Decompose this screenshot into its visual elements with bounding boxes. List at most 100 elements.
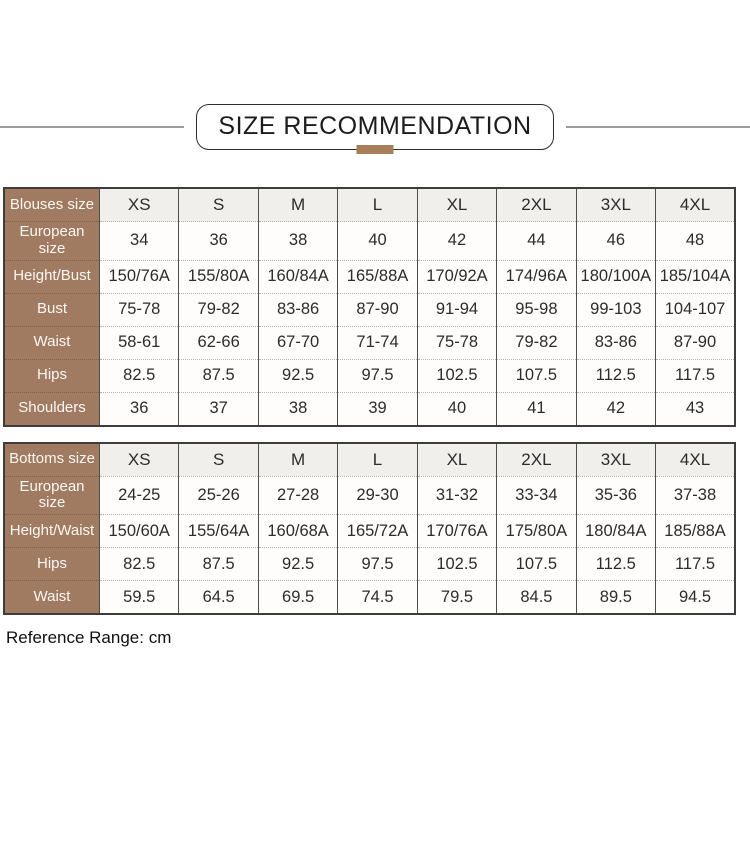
table-cell: S: [178, 188, 259, 222]
table-cell: 24-25: [98, 475, 179, 515]
table-cell: 92.5: [257, 547, 338, 581]
table-cell: 112.5: [575, 358, 656, 393]
table-cell: 175/80A: [496, 514, 577, 548]
table-cell: 42: [575, 391, 656, 426]
table-cell: 3XL: [575, 188, 656, 222]
table-cell: 33-34: [496, 475, 577, 515]
row-label: European size: [4, 475, 100, 515]
table-cell: 59.5: [98, 580, 179, 615]
table-row: Waist 58-61 62-66 67-70 71-74 75-78 79-82 83-86…: [4, 325, 735, 360]
table-cell: XL: [416, 442, 497, 477]
table-cell: 87-90: [337, 292, 418, 327]
table-cell: 174/96A: [496, 259, 577, 294]
table-cell: 155/64A: [178, 514, 259, 548]
table-cell: 40: [416, 391, 497, 426]
table-cell: 75-78: [98, 292, 179, 327]
table-cell: 102.5: [416, 358, 497, 393]
table-cell: 38: [257, 391, 338, 426]
table-cell: 84.5: [496, 580, 577, 615]
table-cell: M: [257, 442, 338, 477]
table-cell: L: [337, 442, 418, 477]
table-cell: 34: [98, 221, 179, 261]
table-cell: 87.5: [178, 547, 259, 581]
table-cell: 40: [337, 221, 418, 261]
table-row: Bottoms size XS S M L XL 2XL 3XL 4XL: [4, 442, 735, 477]
size-tables: Blouses size XS S M L XL 2XL 3XL 4XL European siz…: [3, 187, 750, 616]
table-cell: 64.5: [178, 580, 259, 615]
table-cell: 87.5: [178, 358, 259, 393]
divider-line-right: [565, 126, 750, 128]
table-cell: 71-74: [337, 325, 418, 360]
table-cell: 3XL: [575, 442, 656, 477]
table-cell: 97.5: [337, 547, 418, 581]
table-cell: 107.5: [496, 547, 577, 581]
blouses-size-table: Blouses size XS S M L XL 2XL 3XL 4XL European siz…: [3, 187, 736, 427]
table-cell: 94.5: [655, 580, 735, 615]
table-cell: 150/76A: [98, 259, 179, 294]
reference-range-note: Reference Range: cm: [6, 628, 172, 648]
bottoms-size-table: Bottoms size XS S M L XL 2XL 3XL 4XL European siz…: [3, 441, 736, 616]
row-label: Hips: [4, 358, 100, 393]
table-row: Waist 59.5 64.5 69.5 74.5 79.5 84.5 89.5 94.5: [4, 580, 735, 615]
table-cell: 155/80A: [178, 259, 259, 294]
row-label: Height/Waist: [4, 514, 100, 548]
table-row: Hips 82.5 87.5 92.5 97.5 102.5 107.5 112.5 117.5: [4, 547, 735, 581]
table-cell: 91-94: [416, 292, 497, 327]
table-cell: 69.5: [257, 580, 338, 615]
table-cell: 58-61: [98, 325, 179, 360]
page-title: SIZE RECOMMENDATION: [218, 112, 532, 140]
row-label: Height/Bust: [4, 259, 100, 294]
table-cell: 36: [178, 221, 259, 261]
table-cell: XL: [416, 188, 497, 222]
table-cell: 43: [655, 391, 735, 426]
page-title-box: SIZE RECOMMENDATION: [196, 104, 554, 154]
table-cell: 87-90: [655, 325, 735, 360]
table-row: European size 34 36 38 40 42 44 46 48: [4, 221, 735, 261]
table-cell: 180/84A: [575, 514, 656, 548]
table-cell: 35-36: [575, 475, 656, 515]
table-row: European size 24-25 25-26 27-28 29-30 31-32 33…: [4, 475, 735, 515]
table-cell: 27-28: [257, 475, 338, 515]
table-cell: 180/100A: [575, 259, 656, 294]
table-cell: 79-82: [178, 292, 259, 327]
row-label: Waist: [4, 325, 100, 360]
table-row: Hips 82.5 87.5 92.5 97.5 102.5 107.5 112.5 117.5: [4, 358, 735, 393]
table-cell: 160/84A: [257, 259, 338, 294]
table-cell: 2XL: [496, 442, 577, 477]
table-cell: 82.5: [98, 358, 179, 393]
table-cell: 37: [178, 391, 259, 426]
row-label: Hips: [4, 547, 100, 581]
table-cell: 4XL: [655, 442, 735, 477]
title-accent-bar: [356, 145, 394, 154]
table-row: Height/Bust 150/76A 155/80A 160/84A 165/88A 1…: [4, 259, 735, 294]
table-cell: 117.5: [655, 358, 735, 393]
table-cell: 104-107: [655, 292, 735, 327]
table-cell: 75-78: [416, 325, 497, 360]
table-cell: 2XL: [496, 188, 577, 222]
table-cell: 170/92A: [416, 259, 497, 294]
table-cell: 165/88A: [337, 259, 418, 294]
table-cell: 25-26: [178, 475, 259, 515]
table-cell: 36: [98, 391, 179, 426]
table-row: Bust 75-78 79-82 83-86 87-90 91-94 95-98 99-103…: [4, 292, 735, 327]
table-cell: XS: [98, 442, 179, 477]
row-label: Blouses size: [4, 188, 100, 222]
table-cell: 46: [575, 221, 656, 261]
row-label: European size: [4, 221, 100, 261]
table-cell: 92.5: [257, 358, 338, 393]
table-cell: 79-82: [496, 325, 577, 360]
table-cell: 97.5: [337, 358, 418, 393]
table-row: Height/Waist 150/60A 155/64A 160/68A 165/72A…: [4, 514, 735, 548]
table-cell: S: [178, 442, 259, 477]
table-cell: 31-32: [416, 475, 497, 515]
table-cell: 44: [496, 221, 577, 261]
table-cell: 79.5: [416, 580, 497, 615]
table-cell: L: [337, 188, 418, 222]
table-cell: 74.5: [337, 580, 418, 615]
divider-line-left: [0, 126, 185, 128]
table-cell: 112.5: [575, 547, 656, 581]
table-cell: 4XL: [655, 188, 735, 222]
table-cell: 102.5: [416, 547, 497, 581]
table-cell: XS: [98, 188, 179, 222]
table-cell: 117.5: [655, 547, 735, 581]
